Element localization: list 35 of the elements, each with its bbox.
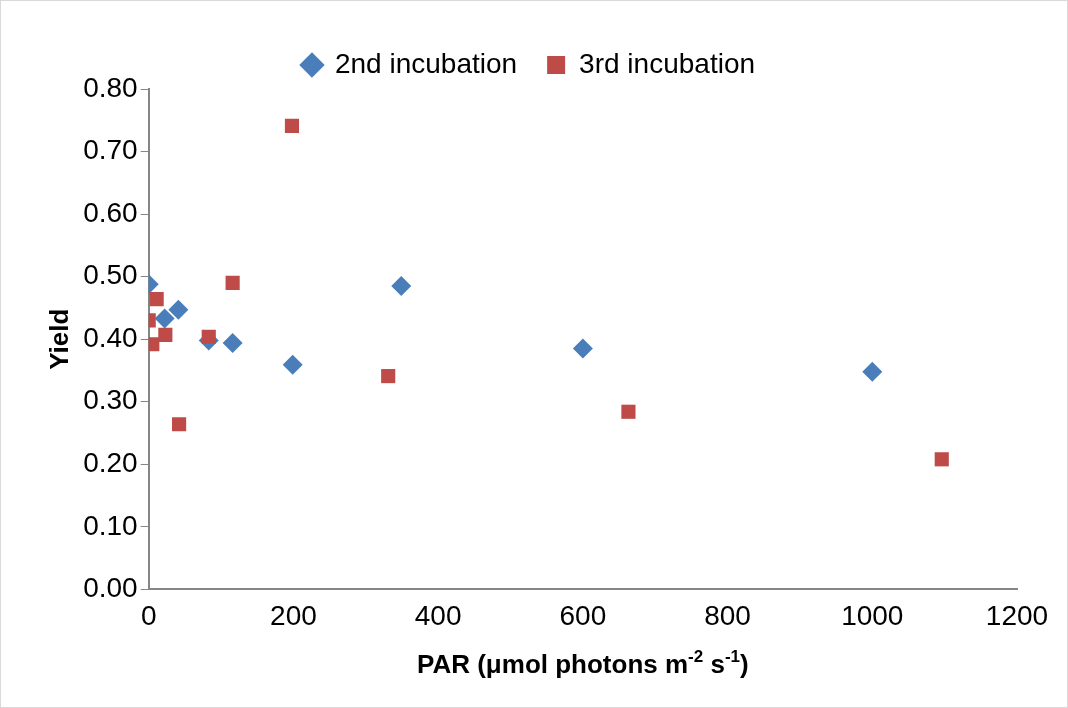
point: [572, 338, 593, 359]
y-tick-label: 0.80: [83, 71, 138, 103]
y-tick-label: 0.00: [83, 572, 138, 604]
y-tick-label: 0.60: [83, 196, 138, 228]
point: [168, 299, 189, 320]
point: [149, 292, 164, 307]
point: [282, 354, 303, 375]
y-tick-label: 0.70: [83, 134, 138, 166]
x-tick-label: 800: [704, 599, 751, 631]
legend-label: 3rd incubation: [579, 47, 756, 79]
y-tick-label: 0.10: [83, 509, 138, 541]
point: [934, 452, 949, 467]
point: [621, 404, 636, 419]
y-axis-title: Yield: [43, 308, 74, 370]
x-tick-label: 0: [140, 599, 157, 631]
point: [158, 327, 173, 342]
x-tick-label: 1000: [841, 599, 904, 631]
y-tick-label: 0.20: [83, 447, 138, 479]
point: [225, 275, 240, 290]
point: [391, 276, 412, 297]
y-tick-label: 0.50: [83, 259, 138, 291]
point: [172, 417, 187, 432]
point: [862, 361, 883, 382]
y-tick-label: 0.40: [83, 321, 138, 353]
point: [222, 332, 243, 353]
legend-label: 2nd incubation: [334, 47, 518, 79]
point: [201, 329, 216, 344]
y-tick-label: 0.30: [83, 384, 138, 416]
x-tick-label: 200: [270, 599, 317, 631]
point: [154, 308, 175, 329]
x-tick-label: 1200: [985, 599, 1049, 631]
x-tick-label: 400: [414, 599, 462, 631]
point: [284, 118, 300, 133]
x-tick-label: 600: [559, 599, 607, 631]
point: [381, 369, 396, 384]
